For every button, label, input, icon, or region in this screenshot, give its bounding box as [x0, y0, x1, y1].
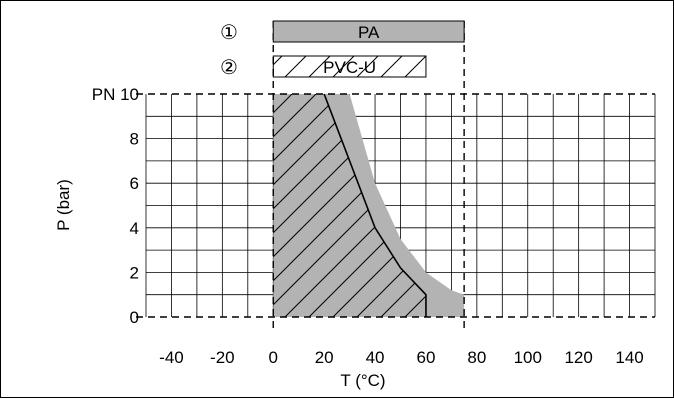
x-tick-label: 140 — [615, 348, 643, 367]
legend-marker: ② — [220, 57, 238, 79]
legend-bar-pa — [272, 20, 465, 43]
pvc-u-area — [273, 94, 426, 317]
x-axis-label: T (°C) — [340, 371, 385, 390]
x-tick-label: 120 — [564, 348, 592, 367]
x-tick-label: 100 — [514, 348, 542, 367]
y-tick-label: 2 — [130, 263, 139, 282]
y-tick-label: PN 10 — [92, 85, 139, 104]
legend-bar-pvc-u — [272, 55, 427, 78]
tick-layer: -40 -20 0 20 40 60 80 100 120 140 0 2 4 6 8 PN 10 — [92, 85, 644, 367]
y-tick-label: 4 — [130, 219, 139, 238]
legend-marker: ① — [220, 22, 238, 44]
y-tick-label: 0 — [130, 308, 139, 327]
x-tick-label: 40 — [366, 348, 385, 367]
x-tick-label: 80 — [467, 348, 486, 367]
y-tick-label: 8 — [130, 130, 139, 149]
legend-label: PVC-U — [323, 58, 376, 77]
x-tick-label: 20 — [315, 348, 334, 367]
x-tick-label: 0 — [269, 348, 278, 367]
area-layer — [273, 93, 465, 317]
y-tick-label: 6 — [130, 174, 139, 193]
x-tick-label: -20 — [210, 348, 235, 367]
pvc-u-curve — [323, 93, 427, 317]
legend-layer: PA ① PVC-U ② — [220, 20, 465, 79]
legend-label: PA — [358, 23, 380, 42]
x-tick-label: -40 — [159, 348, 184, 367]
x-tick-label: 60 — [416, 348, 435, 367]
y-axis-label: P (bar) — [54, 179, 73, 231]
